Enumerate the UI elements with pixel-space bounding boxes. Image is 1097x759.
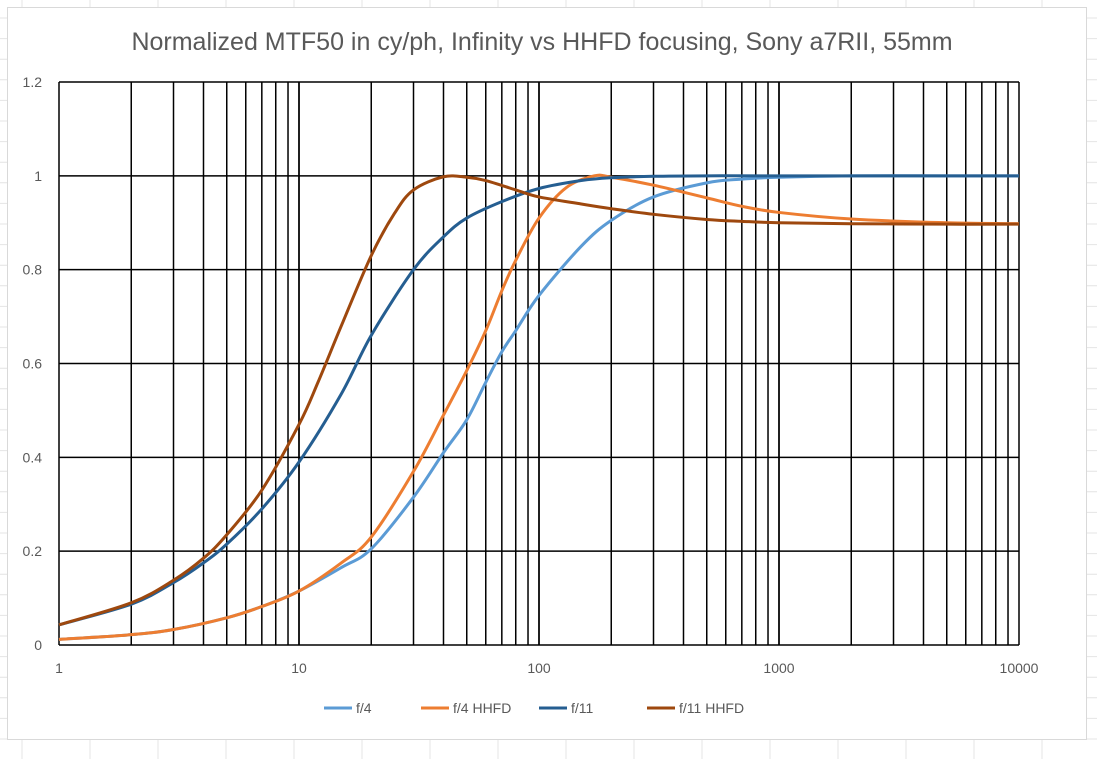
x-tick-label: 1000 [763, 660, 794, 676]
x-tick-label: 10 [291, 660, 307, 676]
series-line-1 [58, 173, 1020, 641]
chart-area[interactable]: Normalized MTF50 in cy/ph, Infinity vs H… [7, 7, 1087, 740]
series-line-3 [58, 174, 1020, 627]
x-tick-label: 1 [55, 660, 63, 676]
axis-tick-labels: 1 10 100 1000 10000 0 0.2 0.4 0.6 0.8 1 1.2 [23, 74, 1039, 676]
series-line-2 [58, 174, 1019, 627]
y-tick-label: 0.8 [23, 262, 43, 278]
chart-svg: Normalized MTF50 in cy/ph, Infinity vs H… [23, 28, 1039, 716]
chart-title: Normalized MTF50 in cy/ph, Infinity vs H… [131, 28, 952, 56]
y-tick-label: 1.2 [23, 74, 43, 90]
legend-label-0: f/4 [356, 700, 372, 716]
legend[interactable]: f/4 f/4 HHFD f/11 f/11 HHFD [324, 700, 744, 716]
y-tick-label: 0.6 [23, 356, 43, 372]
y-tick-label: 0 [34, 637, 42, 653]
y-tick-label: 0.2 [23, 543, 43, 559]
series-lines [58, 173, 1020, 641]
legend-label-2: f/11 [571, 700, 594, 716]
legend-label-1: f/4 HHFD [453, 700, 511, 716]
x-tick-label: 10000 [1000, 660, 1039, 676]
y-tick-label: 0.4 [23, 449, 43, 465]
y-tick-label: 1 [34, 168, 42, 184]
legend-label-3: f/11 HHFD [679, 700, 744, 716]
x-tick-label: 100 [527, 660, 551, 676]
